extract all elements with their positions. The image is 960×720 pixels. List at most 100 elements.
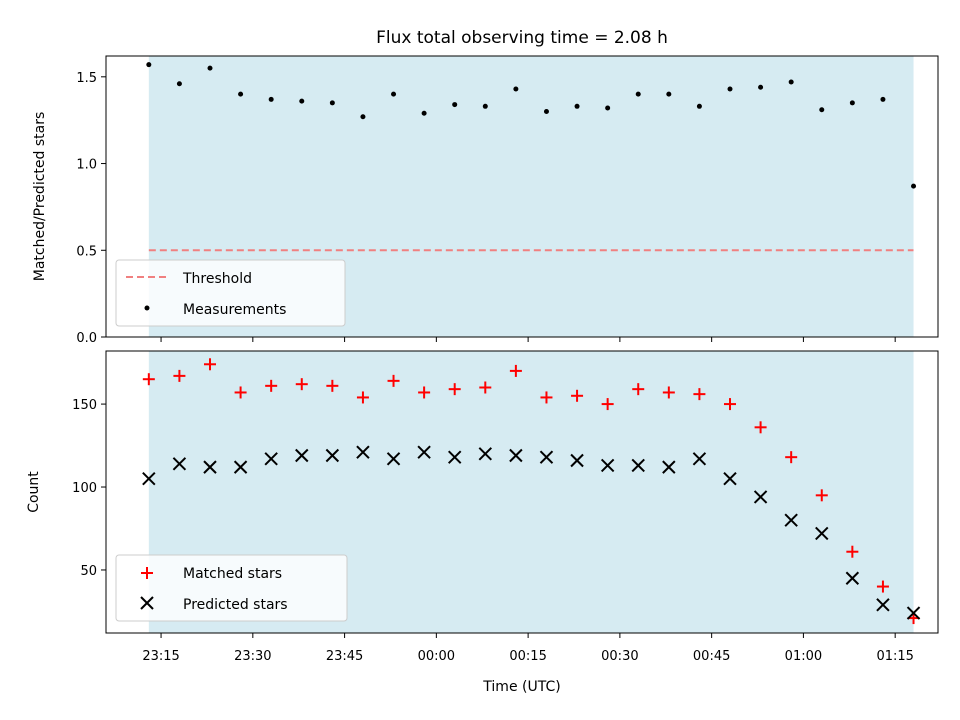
measurement-point — [176, 81, 182, 87]
top-panel: 0.0 0.5 1.0 1.5 Matched/Predicted stars Thr… — [32, 55, 939, 346]
measurement-point — [146, 62, 152, 68]
measurement-point — [329, 100, 335, 106]
y-tick-label: 1.0 — [76, 158, 97, 173]
predicted-star-point — [509, 448, 523, 463]
x-tick-label: 23:30 — [234, 649, 271, 664]
matched-star-point — [356, 391, 369, 404]
y-tick-label: 100 — [72, 481, 97, 496]
predicted-star-point — [845, 571, 860, 585]
bottom-panel: 50 100 150 23:15 23:30 23:45 00:00 00:15 00:30 0… — [26, 350, 939, 695]
matched-star-point — [693, 388, 706, 401]
matched-star-point — [326, 379, 339, 392]
matched-star-point — [234, 386, 247, 399]
predicted-star-point — [325, 448, 340, 463]
y-tick-label: 50 — [80, 564, 97, 579]
measurement-point — [727, 86, 733, 92]
predicted-star-point — [692, 452, 707, 466]
matched-star-point — [846, 545, 859, 558]
top-y-axis-label: Matched/Predicted stars — [32, 112, 48, 282]
x-tick-label: 23:15 — [142, 649, 179, 664]
matched-star-point — [295, 378, 308, 391]
matched-star-point — [204, 358, 216, 371]
matched-star-point — [876, 580, 889, 593]
matched-star-point — [662, 386, 675, 399]
matched-star-point — [387, 374, 400, 387]
measurement-point — [452, 102, 458, 108]
measurement-point — [513, 86, 519, 92]
top-axes-frame — [105, 55, 939, 338]
top-legend: Threshold Measurements — [115, 259, 346, 327]
x-tick-label: 01:15 — [876, 649, 913, 664]
x-tick-label: 00:30 — [601, 649, 638, 664]
predicted-star-point — [570, 453, 584, 468]
matched-star-point — [601, 398, 614, 411]
predicted-star-point — [203, 460, 217, 474]
matched-star-point — [142, 373, 155, 386]
y-tick-label: 150 — [72, 398, 97, 413]
legend-measurement-swatch — [144, 305, 150, 311]
matched-star-point — [632, 383, 645, 396]
measurement-point — [574, 103, 580, 109]
x-tick-label: 00:15 — [509, 649, 546, 664]
predicted-star-point — [600, 458, 615, 473]
predicted-star-point — [447, 450, 462, 464]
predicted-stars-points — [142, 445, 921, 620]
matched-star-point — [540, 391, 553, 404]
matched-star-point — [785, 451, 798, 464]
legend-threshold-label: Threshold — [182, 271, 252, 287]
matched-star-point — [509, 364, 522, 377]
matched-star-point — [724, 398, 736, 411]
top-y-ticks: 0.0 0.5 1.0 1.5 — [76, 71, 106, 346]
measurement-point — [635, 91, 641, 97]
bottom-y-ticks: 50 100 150 — [72, 398, 106, 579]
measurement-point — [299, 98, 305, 104]
predicted-star-point — [478, 447, 493, 461]
x-tick-label: 00:00 — [418, 649, 455, 664]
predicted-star-point — [142, 472, 156, 486]
bottom-y-axis-label: Count — [26, 471, 42, 513]
measurement-point — [819, 107, 825, 113]
measurement-point — [696, 103, 702, 109]
predicted-star-point — [264, 452, 278, 466]
predicted-star-point — [233, 460, 248, 474]
measurement-point — [543, 109, 549, 115]
matched-star-point — [754, 421, 767, 434]
x-tick-label: 00:45 — [693, 649, 730, 664]
measurement-point — [268, 96, 274, 102]
predicted-star-point — [172, 457, 187, 471]
measurement-point — [360, 114, 366, 120]
matched-star-point — [418, 386, 431, 399]
top-legend-box — [115, 259, 346, 327]
measurement-point — [207, 65, 213, 71]
measurement-point — [605, 105, 611, 111]
y-tick-label: 0.0 — [76, 331, 97, 346]
matched-star-point — [173, 369, 186, 382]
predicted-star-point — [876, 598, 890, 612]
chart-title: Flux total observing time = 2.08 h — [376, 28, 668, 48]
measurement-point — [666, 91, 672, 97]
matched-stars-points — [142, 358, 920, 625]
predicted-star-point — [815, 526, 829, 541]
x-tick-label: 23:45 — [326, 649, 363, 664]
matched-star-point — [571, 389, 584, 402]
y-tick-label: 1.5 — [76, 71, 97, 86]
predicted-star-point — [753, 490, 768, 504]
legend-matched-label: Matched stars — [183, 566, 282, 582]
bottom-x-ticks: 23:15 23:30 23:45 00:00 00:15 00:30 00:45 01:00… — [142, 633, 914, 664]
predicted-star-point — [723, 472, 737, 486]
matched-star-point — [815, 489, 828, 502]
legend-predicted-label: Predicted stars — [183, 597, 288, 613]
measurement-point — [788, 79, 794, 85]
measurement-point — [880, 96, 886, 102]
bottom-axes-frame — [105, 350, 939, 634]
legend-matched-swatch — [141, 567, 153, 579]
measurement-point — [911, 183, 917, 189]
predicted-star-point — [356, 445, 370, 459]
legend-measurements-label: Measurements — [183, 302, 286, 318]
measurement-points — [146, 62, 917, 189]
measurement-point — [482, 103, 488, 109]
bottom-legend-box — [115, 554, 348, 622]
measurement-point — [758, 84, 764, 90]
measurement-point — [238, 91, 244, 97]
